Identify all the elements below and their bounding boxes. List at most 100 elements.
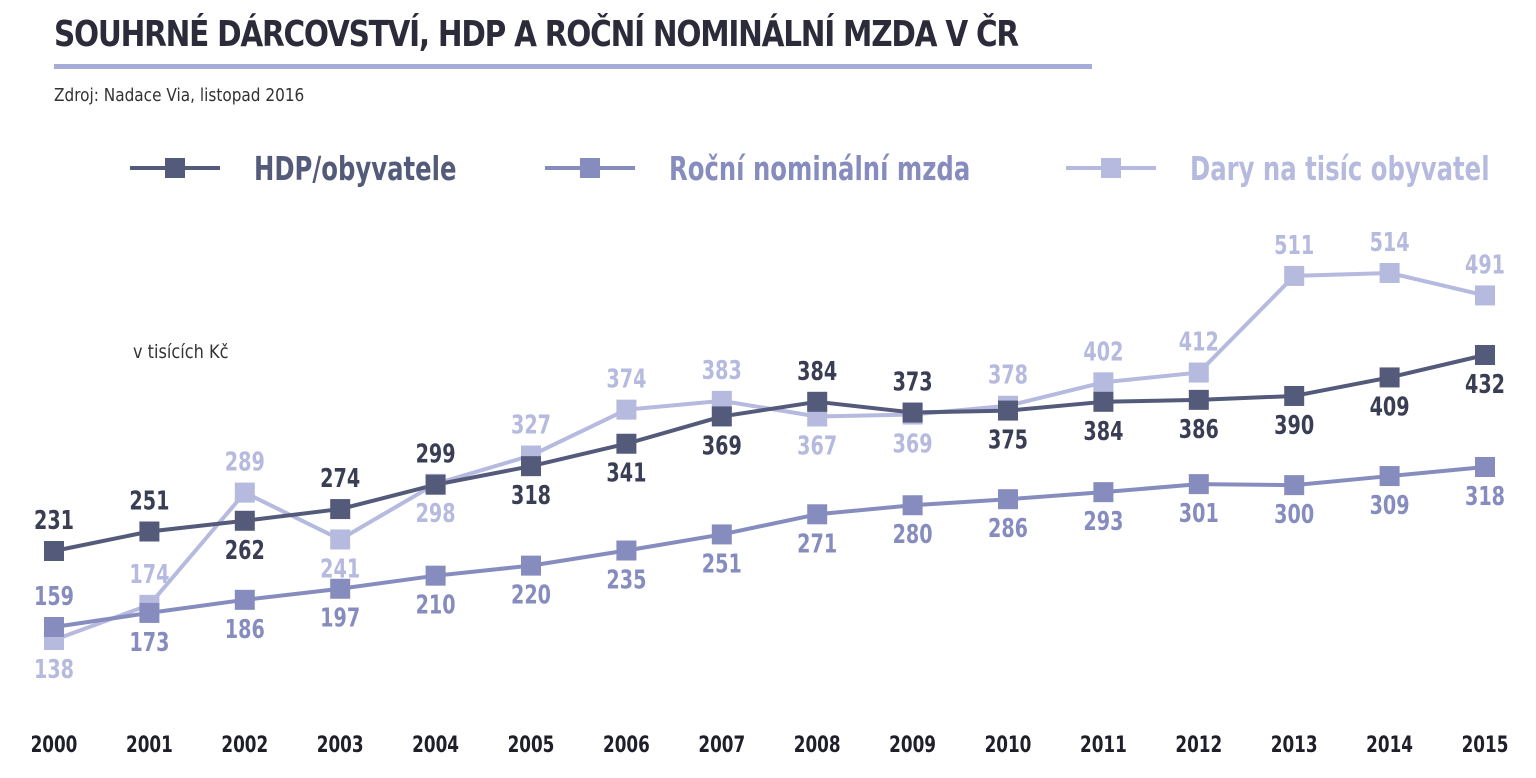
data-point [330,499,351,520]
x-tick-label: 2002 [221,732,268,758]
x-tick-label: 2015 [1462,732,1509,758]
x-tick-label: 2014 [1366,732,1413,758]
data-point [521,456,541,477]
data-point [1379,263,1400,283]
data-label: 262 [225,535,265,566]
data-label: 271 [797,528,837,559]
data-label: 299 [416,439,456,470]
data-label: 369 [893,428,933,459]
data-label: 367 [797,430,837,461]
data-point [1475,457,1495,477]
data-point [139,602,160,623]
data-point [425,474,446,495]
x-tick-label: 2009 [889,732,936,758]
data-label: 390 [1274,410,1314,441]
data-point [616,433,637,454]
legend-label: HDP/obyvatele [254,150,457,188]
x-tick-label: 2000 [31,732,78,758]
data-point [711,524,732,545]
x-tick-label: 2004 [412,732,459,758]
data-label: 383 [702,355,742,386]
series-line [53,353,1486,553]
data-label: 514 [1370,227,1410,258]
data-point [1284,265,1305,286]
data-label: 220 [511,580,551,611]
data-label: 327 [511,409,551,440]
data-label: 432 [1465,369,1505,400]
data-label: 384 [797,356,837,387]
title-underline [54,64,1092,69]
data-point [521,555,541,576]
data-point [1284,385,1305,406]
data-point [44,541,64,561]
x-tick-label: 2003 [317,732,364,758]
data-point [711,406,732,427]
data-label: 373 [893,366,933,397]
data-label: 369 [702,430,742,461]
data-point [1093,372,1114,393]
data-label: 318 [511,480,551,511]
data-point [330,529,351,550]
data-label: 409 [1370,391,1410,422]
data-label: 298 [416,498,456,529]
data-label: 318 [1465,481,1505,512]
data-point [711,390,732,411]
data-point [902,402,923,423]
data-label: 274 [320,463,360,494]
data-label: 386 [1179,414,1219,445]
data-label: 300 [1274,499,1314,530]
data-label: 293 [1083,506,1123,537]
data-label: 251 [129,485,169,516]
data-point [1284,475,1305,496]
data-point [616,399,637,420]
data-label: 511 [1274,230,1314,261]
data-point [1188,389,1209,410]
chart-source: Zdroj: Nadace Via, listopad 2016 [54,85,305,106]
data-label: 402 [1083,336,1123,367]
data-label: 186 [225,614,265,645]
series-line [53,271,1486,642]
data-point [234,510,255,531]
legend-marker [165,158,185,178]
data-label: 412 [1179,327,1219,358]
data-point [807,504,828,525]
data-label: 289 [225,447,265,478]
legend-label: Dary na tisíc obyvatel [1190,150,1490,188]
data-label: 174 [129,559,169,590]
data-point [425,565,446,586]
data-label: 341 [606,458,646,489]
x-tick-label: 2008 [794,732,841,758]
data-point [1188,474,1209,495]
x-tick-label: 2011 [1080,732,1127,758]
series-line [53,465,1486,629]
data-label: 375 [988,425,1028,456]
data-label: 378 [988,360,1028,391]
data-label: 280 [893,519,933,550]
data-point [234,589,255,610]
x-tick-label: 2001 [126,732,173,758]
data-label: 374 [606,364,646,395]
legend-marker [580,158,600,178]
data-point [998,400,1018,421]
x-tick-label: 2013 [1271,732,1318,758]
data-label: 173 [129,627,169,658]
legend-marker [1101,158,1121,178]
data-label: 286 [988,513,1028,544]
data-point [1093,391,1114,412]
data-label: 159 [34,581,74,612]
x-tick-label: 2012 [1175,732,1222,758]
data-label: 309 [1370,490,1410,521]
data-label: 210 [416,590,456,621]
data-label: 235 [606,564,646,595]
data-label: 251 [702,548,742,579]
data-label: 301 [1179,498,1219,529]
data-point [330,578,351,599]
data-point [1475,285,1495,306]
data-point [998,489,1018,510]
x-tick-label: 2007 [698,732,745,758]
data-point [139,521,160,542]
data-label: 491 [1465,249,1505,280]
data-point [44,617,64,637]
data-label: 384 [1083,416,1123,447]
